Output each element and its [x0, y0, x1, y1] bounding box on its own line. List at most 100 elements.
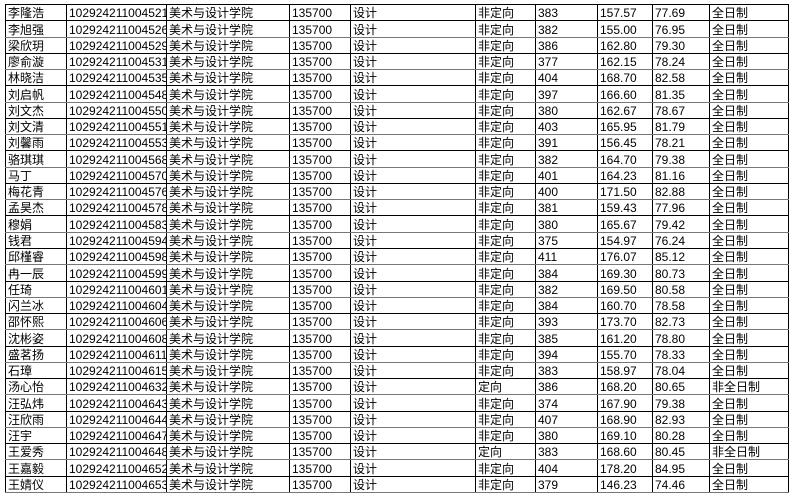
school-cell: 美术与设计学院: [166, 394, 290, 412]
exam-id-cell: 102924211004583: [66, 215, 167, 233]
major-code-cell: 135700: [289, 199, 351, 217]
study-mode-cell: 全日制: [709, 394, 789, 412]
study-mode-cell: 全日制: [709, 199, 789, 217]
school-cell: 美术与设计学院: [166, 345, 290, 363]
table-row: 刘文杰 102924211004550 美术与设计学院 135700 设计 非定向 380 1…: [5, 101, 789, 119]
major-code-cell: 135700: [289, 36, 351, 54]
table-row: 汪弘炜 102924211004643 美术与设计学院 135700 设计 非定向 374 1…: [5, 394, 789, 412]
retest-score-cell: 176.07: [597, 247, 653, 266]
exam-id-cell: 102924211004608: [66, 329, 167, 347]
exam-id-cell: 102924211004548: [66, 85, 167, 103]
study-mode-cell: 全日制: [709, 215, 789, 233]
exam-id-cell: 102924211004578: [66, 199, 167, 217]
initial-score-cell: 394: [535, 345, 598, 363]
admission-list-table: 李隆浩 102924211004521 美术与设计学院 135700 设计 非定向 383 1…: [5, 3, 789, 493]
total-score-cell: 82.58: [652, 69, 710, 87]
school-cell: 美术与设计学院: [166, 247, 290, 266]
name-cell: 盛茗扬: [5, 345, 67, 363]
exam-id-cell: 102924211004568: [66, 150, 167, 168]
retest-score-cell: 159.43: [597, 199, 653, 217]
table-row: 汤心怡 102924211004632 美术与设计学院 135700 设计 定向 386 16…: [5, 378, 789, 396]
major-code-cell: 135700: [289, 247, 351, 266]
orientation-cell: 非定向: [475, 182, 536, 201]
major-code-cell: 135700: [289, 182, 351, 201]
major-cell: 设计: [350, 69, 476, 87]
total-score-cell: 78.24: [652, 52, 710, 71]
initial-score-cell: 393: [535, 313, 598, 331]
major-cell: 设计: [350, 85, 476, 103]
major-code-cell: 135700: [289, 215, 351, 233]
initial-score-cell: 404: [535, 69, 598, 87]
exam-id-cell: 102924211004531: [66, 52, 167, 71]
table-row: 汪欣雨 102924211004644 美术与设计学院 135700 设计 非定向 407 1…: [5, 410, 789, 428]
school-cell: 美术与设计学院: [166, 280, 290, 298]
major-code-cell: 135700: [289, 459, 351, 477]
initial-score-cell: 384: [535, 264, 598, 282]
total-score-cell: 80.73: [652, 264, 710, 282]
study-mode-cell: 全日制: [709, 117, 789, 136]
study-mode-cell: 非全日制: [709, 443, 789, 461]
table-row: 闪兰冰 102924211004604 美术与设计学院 135700 设计 非定向 384 1…: [5, 296, 789, 315]
study-mode-cell: 全日制: [709, 329, 789, 347]
retest-score-cell: 169.10: [597, 426, 653, 445]
exam-id-cell: 102924211004644: [66, 410, 167, 428]
major-cell: 设计: [350, 443, 476, 461]
initial-score-cell: 391: [535, 134, 598, 152]
name-cell: 闪兰冰: [5, 296, 67, 315]
name-cell: 邱槿睿: [5, 247, 67, 266]
retest-score-cell: 168.90: [597, 410, 653, 428]
orientation-cell: 非定向: [475, 85, 536, 103]
table-row: 王婧仪 102924211004653 美术与设计学院 135700 设计 非定向 379 1…: [5, 475, 789, 493]
name-cell: 梅花青: [5, 182, 67, 201]
study-mode-cell: 全日制: [709, 345, 789, 363]
exam-id-cell: 102924211004653: [66, 475, 167, 493]
orientation-cell: 非定向: [475, 280, 536, 298]
table-row: 梅花青 102924211004576 美术与设计学院 135700 设计 非定向 400 1…: [5, 182, 789, 201]
initial-score-cell: 400: [535, 182, 598, 201]
initial-score-cell: 407: [535, 410, 598, 428]
orientation-cell: 非定向: [475, 36, 536, 54]
exam-id-cell: 102924211004599: [66, 264, 167, 282]
orientation-cell: 非定向: [475, 475, 536, 493]
major-cell: 设计: [350, 475, 476, 493]
retest-score-cell: 156.45: [597, 134, 653, 152]
initial-score-cell: 386: [535, 36, 598, 54]
major-code-cell: 135700: [289, 361, 351, 380]
total-score-cell: 78.04: [652, 361, 710, 380]
school-cell: 美术与设计学院: [166, 264, 290, 282]
study-mode-cell: 全日制: [709, 101, 789, 119]
table-row: 孟昊杰 102924211004578 美术与设计学院 135700 设计 非定向 381 1…: [5, 199, 789, 217]
name-cell: 汪宇: [5, 426, 67, 445]
school-cell: 美术与设计学院: [166, 36, 290, 54]
major-cell: 设计: [350, 117, 476, 136]
orientation-cell: 非定向: [475, 296, 536, 315]
study-mode-cell: 全日制: [709, 52, 789, 71]
study-mode-cell: 全日制: [709, 264, 789, 282]
name-cell: 马丁: [5, 166, 67, 184]
initial-score-cell: 397: [535, 85, 598, 103]
study-mode-cell: 全日制: [709, 134, 789, 152]
total-score-cell: 79.42: [652, 215, 710, 233]
initial-score-cell: 385: [535, 329, 598, 347]
table-row: 梁欣玥 102924211004529 美术与设计学院 135700 设计 非定向 386 1…: [5, 36, 789, 54]
initial-score-cell: 404: [535, 459, 598, 477]
study-mode-cell: 全日制: [709, 475, 789, 493]
retest-score-cell: 157.57: [597, 3, 653, 22]
major-code-cell: 135700: [289, 20, 351, 38]
initial-score-cell: 401: [535, 166, 598, 184]
school-cell: 美术与设计学院: [166, 134, 290, 152]
initial-score-cell: 380: [535, 215, 598, 233]
name-cell: 沈彬姿: [5, 329, 67, 347]
school-cell: 美术与设计学院: [166, 52, 290, 71]
retest-score-cell: 155.00: [597, 20, 653, 38]
major-cell: 设计: [350, 101, 476, 119]
orientation-cell: 非定向: [475, 394, 536, 412]
retest-score-cell: 160.70: [597, 296, 653, 315]
major-cell: 设计: [350, 182, 476, 201]
table-row: 王爱秀 102924211004648 美术与设计学院 135700 设计 定向 383 16…: [5, 443, 789, 461]
name-cell: 邵怀熙: [5, 313, 67, 331]
school-cell: 美术与设计学院: [166, 296, 290, 315]
total-score-cell: 82.88: [652, 182, 710, 201]
study-mode-cell: 全日制: [709, 3, 789, 22]
exam-id-cell: 102924211004648: [66, 443, 167, 461]
